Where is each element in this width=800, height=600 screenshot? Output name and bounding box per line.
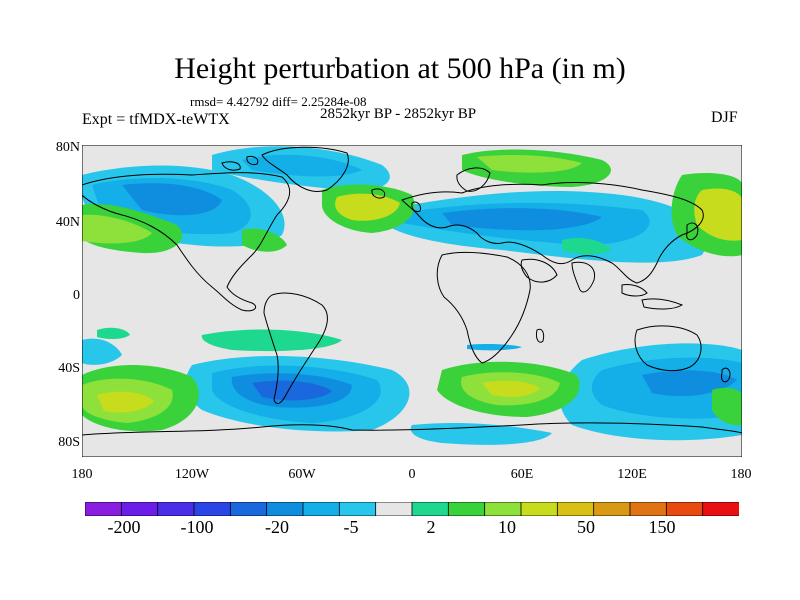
colorbar-label: -5	[343, 517, 359, 537]
lat-tick-label: 0	[73, 288, 80, 303]
time-period-label: 2852kyr BP - 2852kyr BP	[320, 106, 477, 122]
colorbar-swatch	[629, 502, 668, 516]
colorbar-swatch	[520, 502, 559, 516]
lat-tick-label: 80S	[58, 435, 80, 450]
colorbar-label: -200	[107, 517, 141, 537]
colorbar-swatch	[484, 502, 522, 516]
lat-tick-label: 40N	[55, 215, 80, 230]
lon-tick-label: 180	[71, 467, 93, 482]
colorbar-swatch	[702, 502, 739, 516]
colorbar-swatch	[157, 502, 195, 516]
season-label: DJF	[711, 109, 738, 126]
lon-tick-label: 60W	[288, 467, 316, 482]
colorbar-swatch	[556, 502, 595, 516]
colorbar-label: -20	[265, 517, 289, 537]
colorbar-swatch	[375, 502, 413, 516]
experiment-label: Expt = tfMDX-teWTX	[82, 111, 230, 128]
colorbar-label: 10	[498, 517, 516, 537]
colorbar	[85, 502, 739, 516]
rmsd-diff-stats: rmsd= 4.42792 diff= 2.25284e-08	[190, 94, 367, 109]
colorbar-label: 150	[648, 517, 676, 537]
colorbar-swatch	[411, 502, 450, 516]
colorbar-swatch	[266, 502, 304, 516]
nh-positive-anomalies	[82, 149, 742, 257]
colorbar-label: 2	[426, 517, 436, 537]
colorbar-swatch	[302, 502, 341, 516]
lon-tick-label: 180	[730, 467, 752, 482]
lon-tick-label: 120W	[174, 467, 210, 482]
lon-tick-label: 0	[408, 467, 416, 482]
colorbar-swatch	[593, 502, 631, 516]
colorbar-swatch	[85, 502, 123, 516]
lon-tick-label: 60E	[510, 467, 534, 482]
map-title: Height perturbation at 500 hPa (in m)	[174, 52, 626, 85]
colorbar-swatch	[229, 502, 268, 516]
lon-tick-label: 120E	[617, 467, 647, 482]
coastlines	[82, 146, 742, 436]
nh-negative-anomalies	[82, 146, 708, 263]
sh-positive-anomalies	[82, 327, 742, 432]
colorbar-swatch	[447, 502, 486, 516]
colorbar-swatch	[120, 502, 159, 516]
colorbar-swatch	[193, 502, 232, 516]
lat-tick-label: 40S	[58, 361, 80, 376]
height-perturbation-map	[82, 145, 742, 457]
colorbar-swatch	[338, 502, 377, 516]
colorbar-label: -100	[180, 517, 214, 537]
colorbar-label: 50	[577, 517, 595, 537]
lat-tick-label: 80N	[55, 140, 80, 155]
colorbar-swatch	[665, 502, 704, 516]
